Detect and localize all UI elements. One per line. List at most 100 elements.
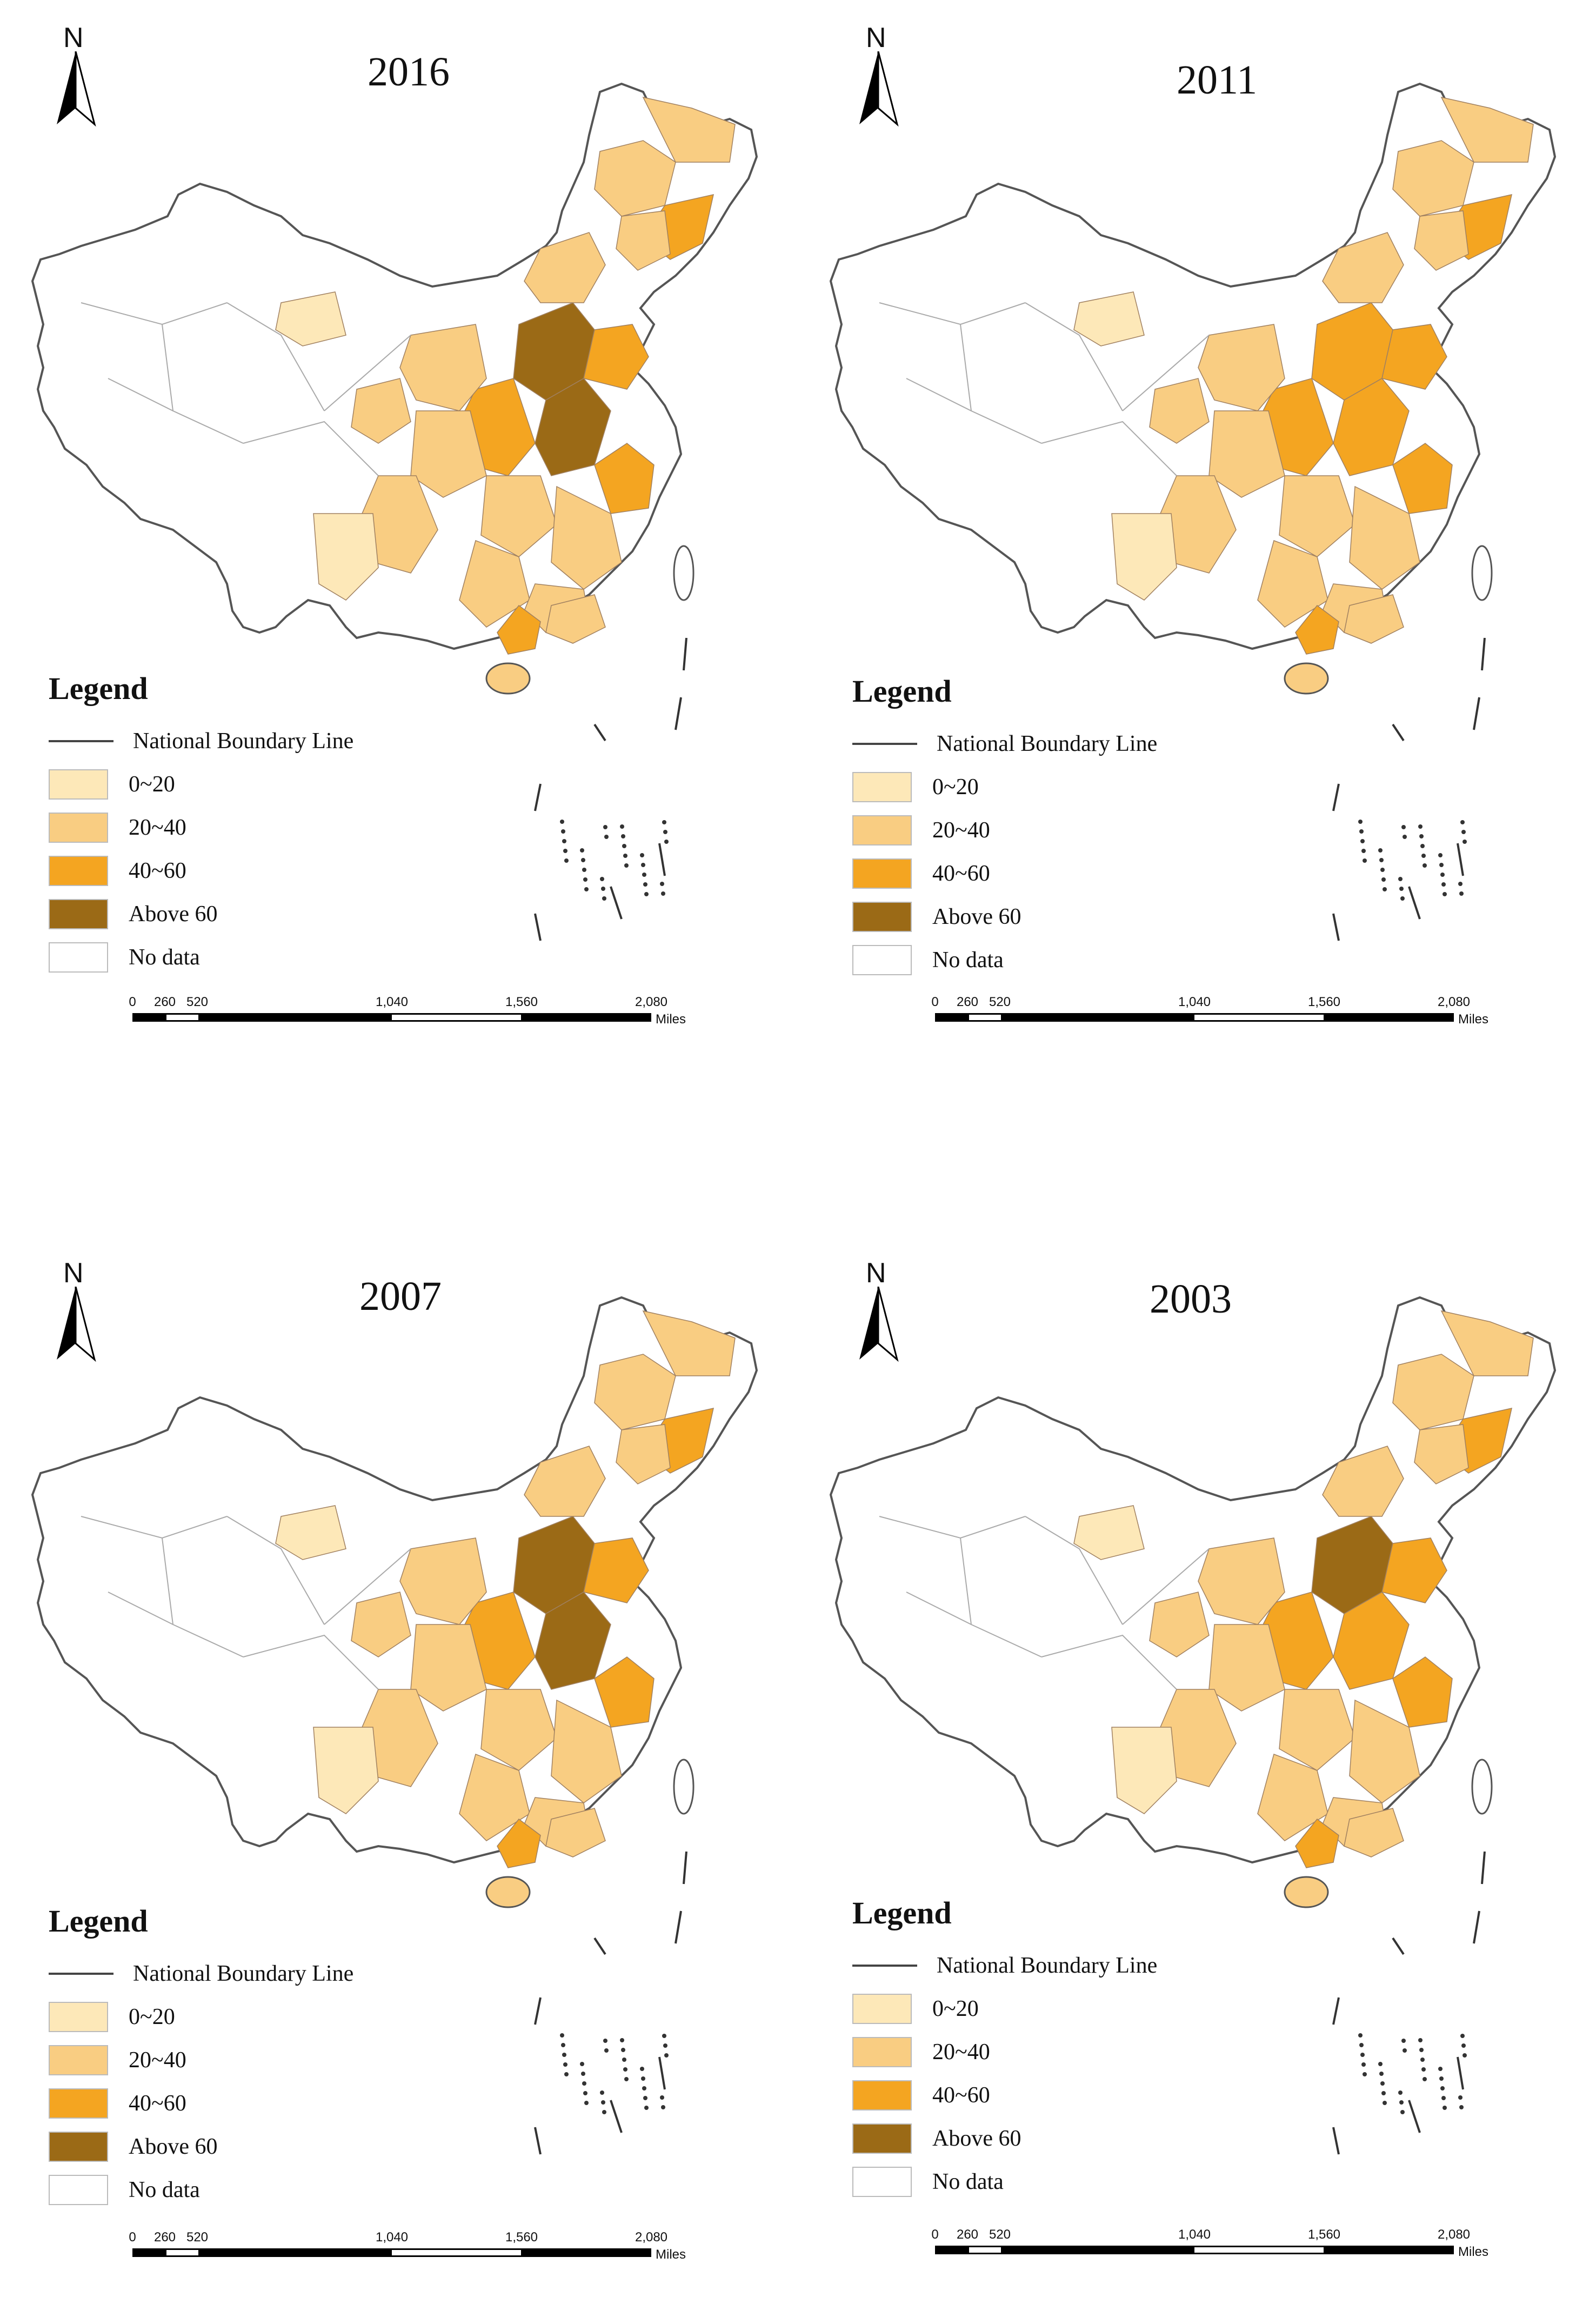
legend-label: 40~60 [932,2082,990,2108]
legend-class-row: Above 60 [852,2117,1231,2160]
scale-tick-label: 520 [186,2230,208,2245]
scale-segment [969,1015,1001,1020]
legend-class-row: 20~40 [852,809,1231,852]
island-dot [643,2096,647,2100]
north-label: N [866,22,886,54]
island-dot [564,858,569,863]
scale-segment [1324,2247,1453,2253]
island-dot [1361,849,1366,853]
nine-dash-line-segment [1482,1852,1485,1884]
scale-segment [1324,1015,1453,1020]
legend-swatch [49,2002,108,2032]
island-dot [560,820,564,824]
island-dot [561,2043,565,2047]
nine-dash-line-segment [1333,784,1339,811]
island-dot [1460,2034,1465,2038]
island-dot [562,2053,566,2057]
legend-class-row: 40~60 [49,849,427,893]
scale-segment [969,2247,1001,2253]
north-arrow-icon: N [854,22,903,124]
island-dot [644,892,649,896]
scale-segment [134,1015,166,1020]
scale-segment [521,1015,650,1020]
legend-class-row: 20~40 [49,2039,427,2082]
scale-segment [1001,1015,1194,1020]
island-dot [581,2072,585,2076]
nine-dash-line-segment [1482,638,1485,670]
legend-swatch [49,769,108,800]
island-dot [580,2062,584,2066]
scale-tick-label: 1,040 [376,995,408,1010]
legend-label: No data [129,944,200,970]
legend-label: 0~20 [932,1996,979,2022]
island-dot [583,2091,587,2095]
island-dot [641,2076,645,2081]
nine-dash-line-segment [595,724,605,741]
legend-label: No data [129,2177,200,2203]
legend-swatch [49,2175,108,2205]
island-dot [664,840,669,844]
legend-label: 20~40 [129,815,186,841]
island-dot [1403,835,1407,839]
legend-swatch [852,2037,912,2067]
legend-label: 20~40 [932,817,990,843]
island-dot [580,848,584,853]
legend-boundary-row: National Boundary Line [49,1952,427,1995]
nine-dash-line-segment [1333,914,1339,941]
island-dot [1463,2053,1467,2058]
scale-tick-label: 0 [129,2230,136,2245]
boundary-line-symbol [49,1973,113,1975]
scale-tick-label: 1,560 [1308,2227,1340,2242]
island-dot [584,2101,589,2105]
nine-dash-line-segment [1393,1938,1404,1954]
island-dot [1379,858,1384,862]
nine-dash-line-segment [1333,1998,1339,2025]
island-dot [1438,2067,1443,2071]
nine-dash-line-segment [659,843,665,876]
island-dot [1400,2110,1405,2114]
legend-swatch [852,815,912,845]
island-dot [1359,829,1364,834]
scale-tick-label: 260 [957,995,978,1010]
legend-label: 40~60 [129,858,186,884]
scale-tick-label: 1,040 [1178,995,1211,1010]
island-dot [642,873,646,877]
map-year-title: 2003 [1150,1276,1232,1323]
nine-dash-line-segment [1409,2100,1420,2133]
island-dot [1421,2067,1426,2072]
island-dot [581,858,585,862]
scale-tick-label: 520 [989,2227,1011,2242]
island-dot [1419,834,1424,838]
island-dot [603,825,607,829]
nine-dash-line-segment [1458,2057,1463,2089]
scale-tick-label: 0 [129,995,136,1010]
island-dot [1358,820,1363,824]
island-dot [1361,2062,1366,2067]
island-dot [1418,824,1423,829]
island-dot [1459,2105,1464,2109]
north-arrow-icon: N [51,22,100,124]
island-dot [583,877,587,882]
scale-segment [166,1015,199,1020]
map-year-title: 2011 [1177,57,1257,104]
island-dot [1399,887,1404,891]
legend-class-row: No data [852,938,1231,982]
north-label: N [866,1257,886,1289]
island-dot [560,2033,564,2038]
legend-label: No data [932,947,1004,973]
island-dot [621,834,625,838]
island-dot [662,2034,666,2038]
island-dot [661,891,665,896]
island-dot [563,2062,567,2067]
island-dot [1381,877,1386,882]
scale-segment [392,2250,521,2255]
legend-label: 0~20 [129,771,175,797]
island-dot [643,882,647,887]
nine-dash-line-segment [676,697,681,730]
island-dot [1419,2048,1424,2052]
legend-swatch [852,2080,912,2110]
legend-label: Above 60 [932,2126,1021,2152]
island-dot [620,824,624,829]
island-dot [562,839,566,843]
taiwan-island [674,546,693,600]
